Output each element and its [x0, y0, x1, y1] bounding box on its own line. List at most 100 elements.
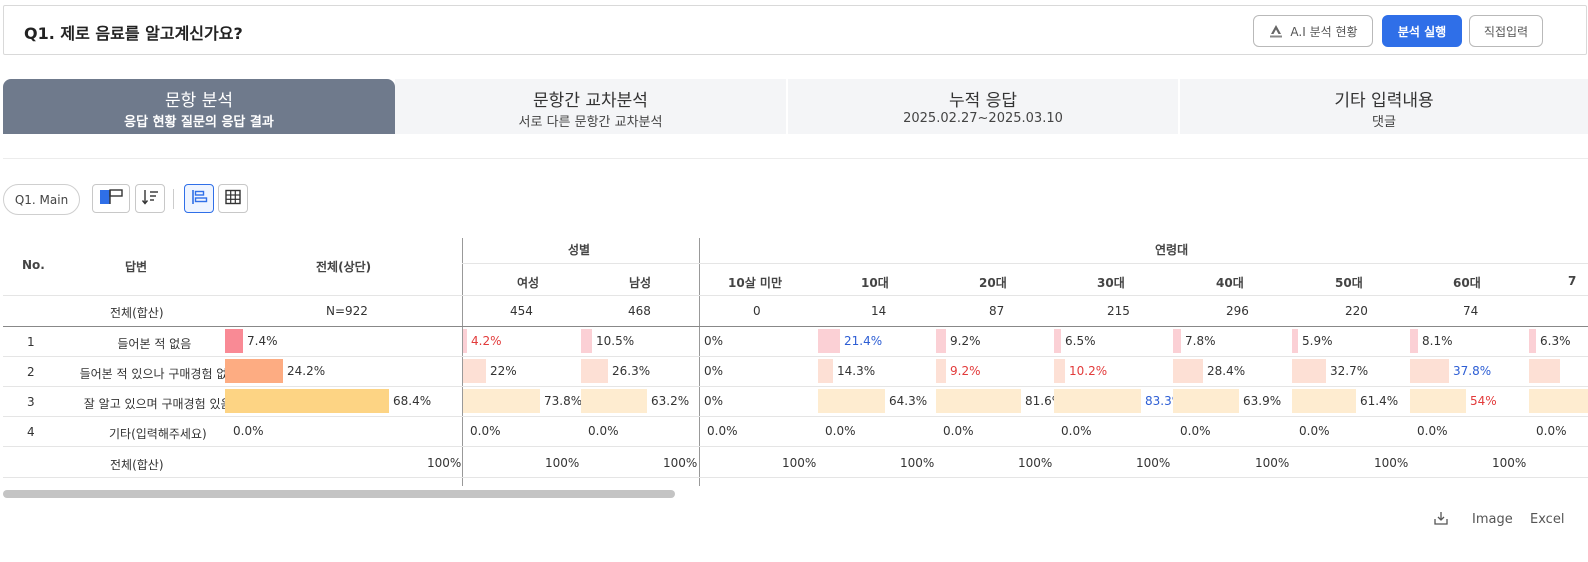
sum-row-label: 전체(합산) — [110, 458, 164, 472]
question-header: Q1. 제로 음료를 알고계신가요? A.I 분석 현황 분석 실행 직접입력 — [3, 5, 1587, 55]
total-percent: 68.4% — [393, 394, 432, 408]
row-number: 3 — [27, 395, 35, 409]
tab-subtitle: 응답 현황 질문의 응답 결과 — [124, 115, 274, 130]
table-bottom-line — [3, 477, 1588, 478]
row-number: 4 — [27, 425, 35, 439]
cell-bar — [1054, 389, 1141, 413]
column-header-age: 60대 — [1453, 276, 1481, 290]
cell-bar — [1410, 329, 1418, 353]
bar-view-button[interactable] — [184, 184, 214, 213]
cell-bar — [463, 359, 486, 383]
row-number: 1 — [27, 335, 35, 349]
direct-input-button[interactable]: 직접입력 — [1469, 15, 1543, 47]
cell-bar — [581, 329, 592, 353]
cell-bar — [581, 389, 647, 413]
total-age-count: 74 — [1463, 304, 1479, 318]
cell-bar — [1054, 329, 1061, 353]
cell-bar — [1054, 359, 1065, 383]
tab-title: 문항간 교차분석 — [533, 91, 648, 111]
cell-bar — [1173, 359, 1203, 383]
total-gender-count: 468 — [628, 304, 651, 318]
total-age-count: 87 — [989, 304, 1005, 318]
cell-percent: 54% — [1470, 394, 1497, 408]
ai-analysis-status-button[interactable]: A.I 분석 현황 — [1253, 15, 1373, 47]
column-header-age: 10살 미만 — [728, 276, 782, 290]
tab-divider — [3, 158, 1588, 159]
total-age-count: 296 — [1226, 304, 1249, 318]
bar-layout-icon — [98, 188, 124, 210]
cell-bar — [463, 389, 540, 413]
chart-type-toggle-button[interactable] — [92, 184, 130, 213]
table-grid-icon — [224, 188, 242, 210]
excel-export-button[interactable]: Excel — [1530, 512, 1565, 527]
cell-bar — [818, 389, 885, 413]
column-header-age: 50대 — [1335, 276, 1363, 290]
sum-age: 100% — [1018, 456, 1053, 470]
question-selector-pill[interactable]: Q1. Main — [3, 184, 80, 215]
sum-gender: 100% — [663, 456, 698, 470]
horizontal-scrollbar[interactable] — [3, 490, 675, 498]
column-header-answer: 답변 — [125, 260, 148, 274]
image-export-button[interactable]: Image — [1472, 512, 1513, 527]
row-answer-label: 들어본 적 없음 — [117, 337, 192, 351]
cell-bar — [1410, 389, 1466, 413]
cell-bar — [818, 329, 840, 353]
table-view-button[interactable] — [218, 184, 248, 213]
total-bar — [225, 389, 389, 413]
cell-bar — [1410, 359, 1449, 383]
cell-percent: 64.3% — [889, 394, 928, 408]
sum-age: 100% — [1374, 456, 1409, 470]
cell-bar — [1292, 389, 1356, 413]
cell-bar — [463, 329, 467, 353]
cell-percent: 28.4% — [1207, 364, 1246, 378]
cell-percent: 10.2% — [1069, 364, 1108, 378]
cell-bar — [818, 359, 833, 383]
cell-bar — [1292, 359, 1326, 383]
cell-percent: 81.6% — [1025, 394, 1064, 408]
tab-cross-analysis[interactable]: 문항간 교차분석 서로 다른 문항간 교차분석 — [395, 79, 786, 134]
tab-title: 문항 분석 — [165, 91, 233, 111]
column-group-age: 연령대 — [1155, 243, 1189, 257]
row-line — [3, 356, 1588, 357]
cell-percent: 73.8% — [544, 394, 583, 408]
tab-question-analysis[interactable]: 문항 분석 응답 현황 질문의 응답 결과 — [3, 79, 395, 134]
total-age-count: 220 — [1345, 304, 1368, 318]
tab-other-input[interactable]: 기타 입력내용 댓글 — [1180, 79, 1588, 134]
cell-percent: 9.2% — [950, 364, 981, 378]
toolbar-separator — [173, 189, 174, 209]
age-column-separator — [699, 238, 700, 486]
cell-bar — [936, 359, 946, 383]
cell-percent: 9.2% — [950, 334, 981, 348]
cell-percent: 37.8% — [1453, 364, 1492, 378]
cell-percent: 8.1% — [1422, 334, 1453, 348]
cell-percent: 0.0% — [1061, 424, 1092, 438]
header-bottom-line — [3, 295, 1588, 296]
column-header-age: 40대 — [1216, 276, 1244, 290]
download-icon[interactable] — [1433, 510, 1449, 530]
column-header-age: 7 — [1568, 274, 1577, 288]
cell-percent: 0% — [704, 334, 724, 348]
bar-view-icon — [190, 188, 208, 210]
column-header-age: 20대 — [979, 276, 1007, 290]
cell-bar — [1529, 359, 1560, 383]
cell-percent: 21.4% — [844, 334, 883, 348]
row-answer-label: 기타(입력해주세요) — [109, 427, 207, 441]
cell-percent: 0% — [704, 364, 724, 378]
row-line — [3, 446, 1588, 447]
cell-percent: 0.0% — [588, 424, 619, 438]
cell-bar — [1173, 389, 1239, 413]
sort-button[interactable] — [135, 184, 165, 213]
cell-bar — [936, 329, 946, 353]
tab-subtitle: 서로 다른 문항간 교차분석 — [518, 115, 663, 130]
cell-percent: 0.0% — [1180, 424, 1211, 438]
run-analysis-button[interactable]: 분석 실행 — [1382, 15, 1462, 47]
cell-bar — [1529, 329, 1536, 353]
total-bar — [225, 359, 283, 383]
tab-title: 기타 입력내용 — [1334, 91, 1434, 111]
column-header-no: No. — [22, 258, 45, 272]
cell-percent: 0.0% — [470, 424, 501, 438]
ai-analysis-status-label: A.I 분석 현황 — [1290, 24, 1358, 39]
tab-cumulative-response[interactable]: 누적 응답 2025.02.27~2025.03.10 — [788, 79, 1178, 134]
sum-age: 100% — [782, 456, 817, 470]
